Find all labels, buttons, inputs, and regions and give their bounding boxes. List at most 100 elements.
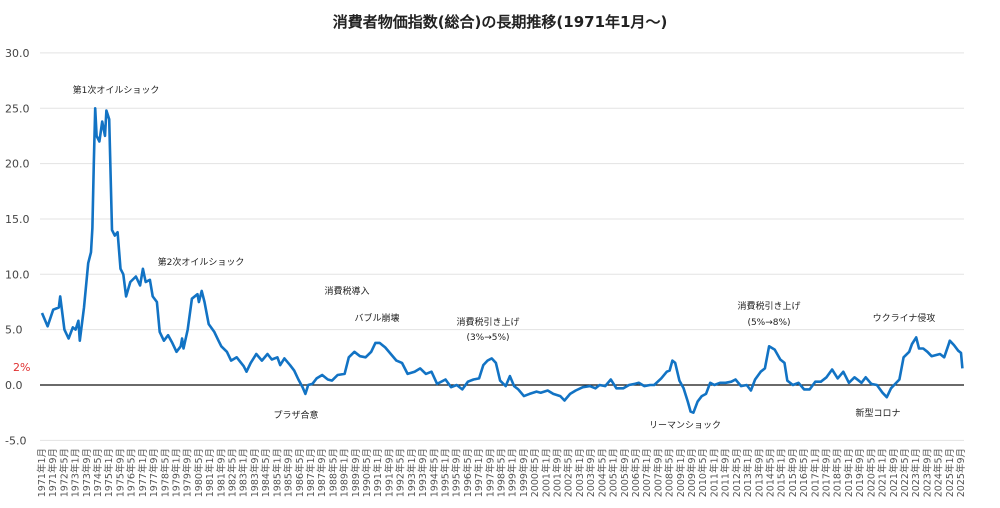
x-tick-label: 1986年5月 — [294, 448, 306, 497]
y-tick-label: -5.0 — [5, 434, 26, 447]
x-tick-label: 2023年9月 — [921, 448, 933, 497]
x-tick-label: 2014年5月 — [765, 448, 777, 497]
x-tick-label: 1999年9月 — [518, 448, 530, 497]
x-tick-label: 2013年9月 — [753, 448, 765, 497]
x-tick-label: 2007年9月 — [652, 448, 664, 497]
x-tick-label: 1994年5月 — [428, 448, 440, 497]
x-tick-label: 1981年9月 — [215, 448, 227, 497]
annotation-tax-hike-1-title: 消費税引き上げ — [456, 316, 519, 328]
x-tick-label: 1975年9月 — [115, 448, 127, 497]
x-tick-label: 2022年5月 — [899, 448, 911, 497]
x-tick-label: 2003年1月 — [574, 448, 586, 497]
y-axis-ticks: 30.0 25.0 20.0 15.0 10.0 5.0 0.0 -5.0 — [5, 47, 30, 447]
x-tick-label: 2001年1月 — [540, 448, 552, 497]
annotation-oil-shock-1: 第1次オイルショック — [73, 84, 160, 96]
x-tick-label: 2010年5月 — [697, 448, 709, 497]
x-tick-label: 1977年1月 — [137, 448, 149, 497]
chart-title: 消費者物価指数(総合)の長期推移(1971年1月～) — [333, 13, 668, 31]
x-tick-label: 2024年5月 — [933, 448, 945, 497]
x-tick-label: 1989年9月 — [350, 448, 362, 497]
x-tick-label: 1977年9月 — [148, 448, 160, 497]
annotation-covid: 新型コロナ — [855, 407, 900, 419]
x-tick-label: 1974年5月 — [92, 448, 104, 497]
x-tick-label: 1972年5月 — [58, 448, 70, 497]
x-tick-label: 2003年9月 — [585, 448, 597, 497]
x-tick-label: 1973年1月 — [70, 448, 82, 497]
x-tick-label: 1993年1月 — [406, 448, 418, 497]
x-tick-label: 2017年9月 — [821, 448, 833, 497]
annotation-tax-hike-2-title: 消費税引き上げ — [737, 300, 800, 312]
x-tick-label: 2016年5月 — [798, 448, 810, 497]
x-tick-label: 1976年5月 — [126, 448, 138, 497]
x-tick-label: 1983年9月 — [249, 448, 261, 497]
y-tick-label: 10.0 — [5, 268, 30, 281]
x-tick-label: 1993年9月 — [417, 448, 429, 497]
x-tick-label: 2019年9月 — [854, 448, 866, 497]
annotation-lehman-shock: リーマンショック — [649, 420, 721, 431]
x-tick-label: 1985年9月 — [283, 448, 295, 497]
x-tick-label: 1971年1月 — [36, 448, 48, 497]
x-tick-label: 1992年5月 — [395, 448, 407, 497]
x-tick-label: 2012年5月 — [731, 448, 743, 497]
x-tick-label: 2009年1月 — [675, 448, 687, 497]
x-tick-label: 2021年1月 — [877, 448, 889, 497]
x-tick-label: 2019年1月 — [843, 448, 855, 497]
annotation-oil-shock-2: 第2次オイルショック — [158, 256, 245, 268]
x-tick-label: 1980年5月 — [193, 448, 205, 497]
x-tick-label: 1982年5月 — [227, 448, 239, 497]
annotation-tax-hike-2-detail: (5%→8%) — [747, 318, 790, 328]
y-tick-label: 0.0 — [5, 379, 23, 392]
x-tick-label: 2000年5月 — [529, 448, 541, 497]
x-tick-label: 1971年9月 — [47, 448, 59, 497]
annotation-consumption-tax-intro: 消費税導入 — [324, 285, 369, 297]
x-tick-label: 1985年1月 — [271, 448, 283, 497]
x-tick-label: 1987年9月 — [316, 448, 328, 497]
y-tick-label: 5.0 — [5, 324, 23, 337]
x-tick-label: 1973年9月 — [81, 448, 93, 497]
x-tick-label: 1983年1月 — [238, 448, 250, 497]
cpi-series-line — [40, 107, 964, 414]
x-tick-label: 1991年9月 — [383, 448, 395, 497]
x-tick-label: 2025年9月 — [955, 448, 967, 497]
x-tick-label: 1984年5月 — [260, 448, 272, 497]
annotation-plaza-accord: プラザ合意 — [273, 409, 318, 421]
x-tick-label: 2015年9月 — [787, 448, 799, 497]
x-tick-label: 2018年5月 — [832, 448, 844, 497]
x-tick-label: 1997年1月 — [473, 448, 485, 497]
x-tick-label: 2021年9月 — [888, 448, 900, 497]
x-tick-label: 2006年5月 — [630, 448, 642, 497]
x-tick-label: 1987年1月 — [305, 448, 317, 497]
annotations: 第1次オイルショック 第2次オイルショック 消費税導入 バブル崩壊 消費税引き上… — [73, 84, 936, 431]
x-tick-label: 2020年5月 — [865, 448, 877, 497]
x-tick-label: 2017年1月 — [809, 448, 821, 497]
x-tick-label: 1978年5月 — [159, 448, 171, 497]
x-tick-label: 1979年1月 — [171, 448, 183, 497]
x-tick-label: 2015年1月 — [776, 448, 788, 497]
x-tick-label: 2004年5月 — [596, 448, 608, 497]
x-tick-label: 2023年1月 — [910, 448, 922, 497]
x-tick-label: 2007年1月 — [641, 448, 653, 497]
x-axis-ticks: 1971年1月 1971年9月 1972年5月 1973年1月 1973年9月 1974年… — [36, 448, 967, 497]
x-tick-label: 1995年9月 — [451, 448, 463, 497]
x-tick-label: 2001年9月 — [552, 448, 564, 497]
x-tick-label: 1990年5月 — [361, 448, 373, 497]
x-tick-label: 1989年1月 — [339, 448, 351, 497]
x-tick-label: 1998年5月 — [496, 448, 508, 497]
x-tick-label: 1979年9月 — [182, 448, 194, 497]
x-tick-label: 1991年1月 — [372, 448, 384, 497]
x-tick-label: 2013年1月 — [742, 448, 754, 497]
x-tick-label: 1988年5月 — [327, 448, 339, 497]
annotation-ukraine-invasion: ウクライナ侵攻 — [873, 312, 936, 324]
x-tick-label: 1975年1月 — [103, 448, 115, 497]
x-tick-label: 2011年1月 — [708, 448, 720, 497]
x-tick-label: 1996年5月 — [462, 448, 474, 497]
annotation-bubble-burst: バブル崩壊 — [354, 312, 399, 324]
x-tick-label: 2011年9月 — [720, 448, 732, 497]
x-tick-label: 1997年9月 — [484, 448, 496, 497]
x-tick-label: 2002年5月 — [563, 448, 575, 497]
x-tick-label: 1981年1月 — [204, 448, 216, 497]
x-tick-label: 2008年5月 — [664, 448, 676, 497]
y-tick-label: 30.0 — [5, 47, 30, 60]
y-tick-label: 20.0 — [5, 158, 30, 171]
